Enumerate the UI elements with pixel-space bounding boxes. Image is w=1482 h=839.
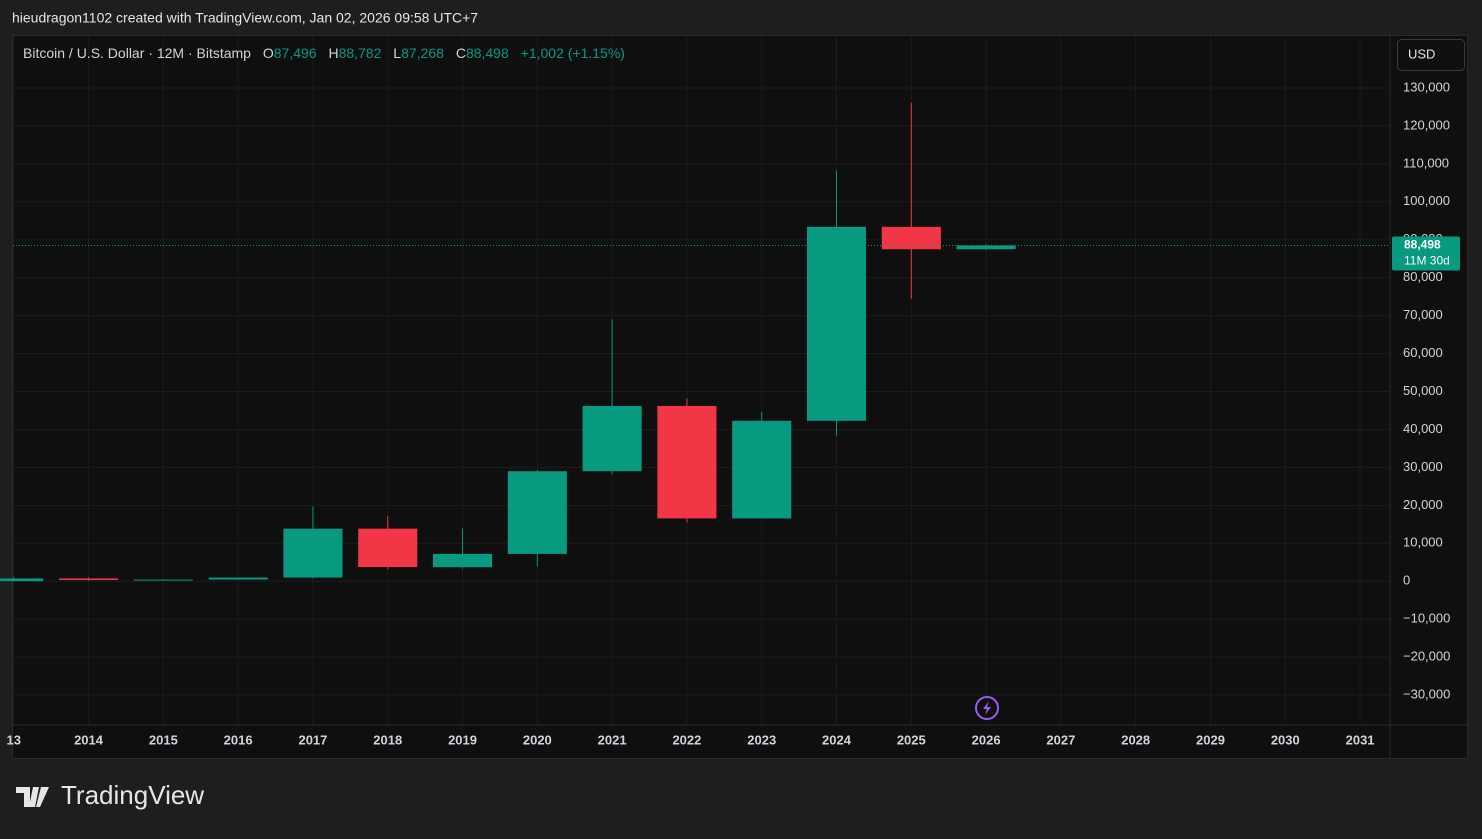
x-tick-label: 2019 xyxy=(448,732,477,747)
y-tick-label: 70,000 xyxy=(1403,307,1443,322)
currency-label[interactable]: USD xyxy=(1408,46,1435,61)
y-tick-label: 0 xyxy=(1403,573,1410,588)
y-tick-label: −10,000 xyxy=(1403,611,1450,626)
x-tick-label: 2029 xyxy=(1196,732,1225,747)
candle-body xyxy=(283,528,343,578)
chart-frame xyxy=(12,35,1468,759)
y-tick-label: 80,000 xyxy=(1403,269,1443,284)
x-tick-label: 2020 xyxy=(523,732,552,747)
candle-body xyxy=(956,245,1016,250)
price-tag-label: 88,498 xyxy=(1404,238,1441,252)
x-tick-label: 2026 xyxy=(972,732,1001,747)
price-tag xyxy=(1392,236,1460,271)
y-tick-label: −20,000 xyxy=(1403,649,1450,664)
y-tick-label: 50,000 xyxy=(1403,383,1443,398)
x-tick-label: 2024 xyxy=(822,732,852,747)
countdown: 11M 30d xyxy=(1404,254,1450,268)
x-tick-label: 2031 xyxy=(1346,732,1375,747)
brand-logo xyxy=(16,787,49,807)
x-tick-label: 2023 xyxy=(747,732,776,747)
y-tick-label: 120,000 xyxy=(1403,117,1450,132)
candle-body xyxy=(133,579,193,581)
caption: hieudragon1102 created with TradingView.… xyxy=(12,10,478,26)
spark-circle[interactable] xyxy=(975,696,999,720)
symbol: Bitcoin / U.S. Dollar · 12M · Bitstamp xyxy=(23,45,251,61)
candle-body xyxy=(732,420,792,519)
close-label: C xyxy=(456,45,466,61)
change: +1,002 (+1.15%) xyxy=(521,45,625,61)
y-tick-label: 130,000 xyxy=(1403,79,1450,94)
currency-button[interactable]: USD xyxy=(1397,39,1465,71)
candle-body xyxy=(881,226,941,250)
close-value: 88,498 xyxy=(466,45,509,61)
y-tick-label: 110,000 xyxy=(1403,155,1449,170)
x-tick-label: 2015 xyxy=(149,732,178,747)
open-label: O xyxy=(263,45,274,61)
candle-body xyxy=(0,578,44,582)
x-tick-label: 2014 xyxy=(74,732,104,747)
brand-name: TradingView xyxy=(61,780,204,810)
x-tick-label: 2028 xyxy=(1121,732,1150,747)
candle-body xyxy=(806,226,867,421)
x-tick-label: 2017 xyxy=(298,732,327,747)
candle-body xyxy=(657,405,717,519)
legend: Bitcoin / U.S. Dollar · 12M · Bitstamp O… xyxy=(23,45,625,61)
y-tick-label: 20,000 xyxy=(1403,497,1443,512)
x-tick-label: 2022 xyxy=(672,732,701,747)
high-value: 88,782 xyxy=(339,45,382,61)
y-tick-label: 40,000 xyxy=(1403,421,1443,436)
y-tick-label: −30,000 xyxy=(1403,686,1450,701)
low-label: L xyxy=(393,45,401,61)
y-tick-label: 60,000 xyxy=(1403,345,1443,360)
open-value: 87,496 xyxy=(274,45,317,61)
y-tick-label: 100,000 xyxy=(1403,193,1450,208)
candle-body xyxy=(58,578,119,581)
high-label: H xyxy=(328,45,338,61)
spark-bolt[interactable] xyxy=(983,701,991,715)
low-value: 87,268 xyxy=(401,45,444,61)
x-tick-label: 2021 xyxy=(598,732,627,747)
candles xyxy=(0,102,1016,582)
candle-body xyxy=(432,553,493,568)
x-tick-label: 13 xyxy=(7,732,21,747)
candle-body xyxy=(582,405,642,472)
x-tick-label: 2030 xyxy=(1271,732,1300,747)
candle-body xyxy=(507,471,567,554)
x-tick-label: 2025 xyxy=(897,732,926,747)
spark-icon[interactable] xyxy=(975,696,999,720)
candle-body xyxy=(208,577,268,580)
currency-button-box[interactable] xyxy=(1397,39,1465,71)
x-tick-label: 2027 xyxy=(1046,732,1075,747)
candle-body xyxy=(358,528,418,568)
x-tick-label: 2018 xyxy=(373,732,402,747)
y-tick-label: 30,000 xyxy=(1403,459,1443,474)
y-tick-label: 10,000 xyxy=(1403,535,1443,550)
x-tick-label: 2016 xyxy=(224,732,253,747)
